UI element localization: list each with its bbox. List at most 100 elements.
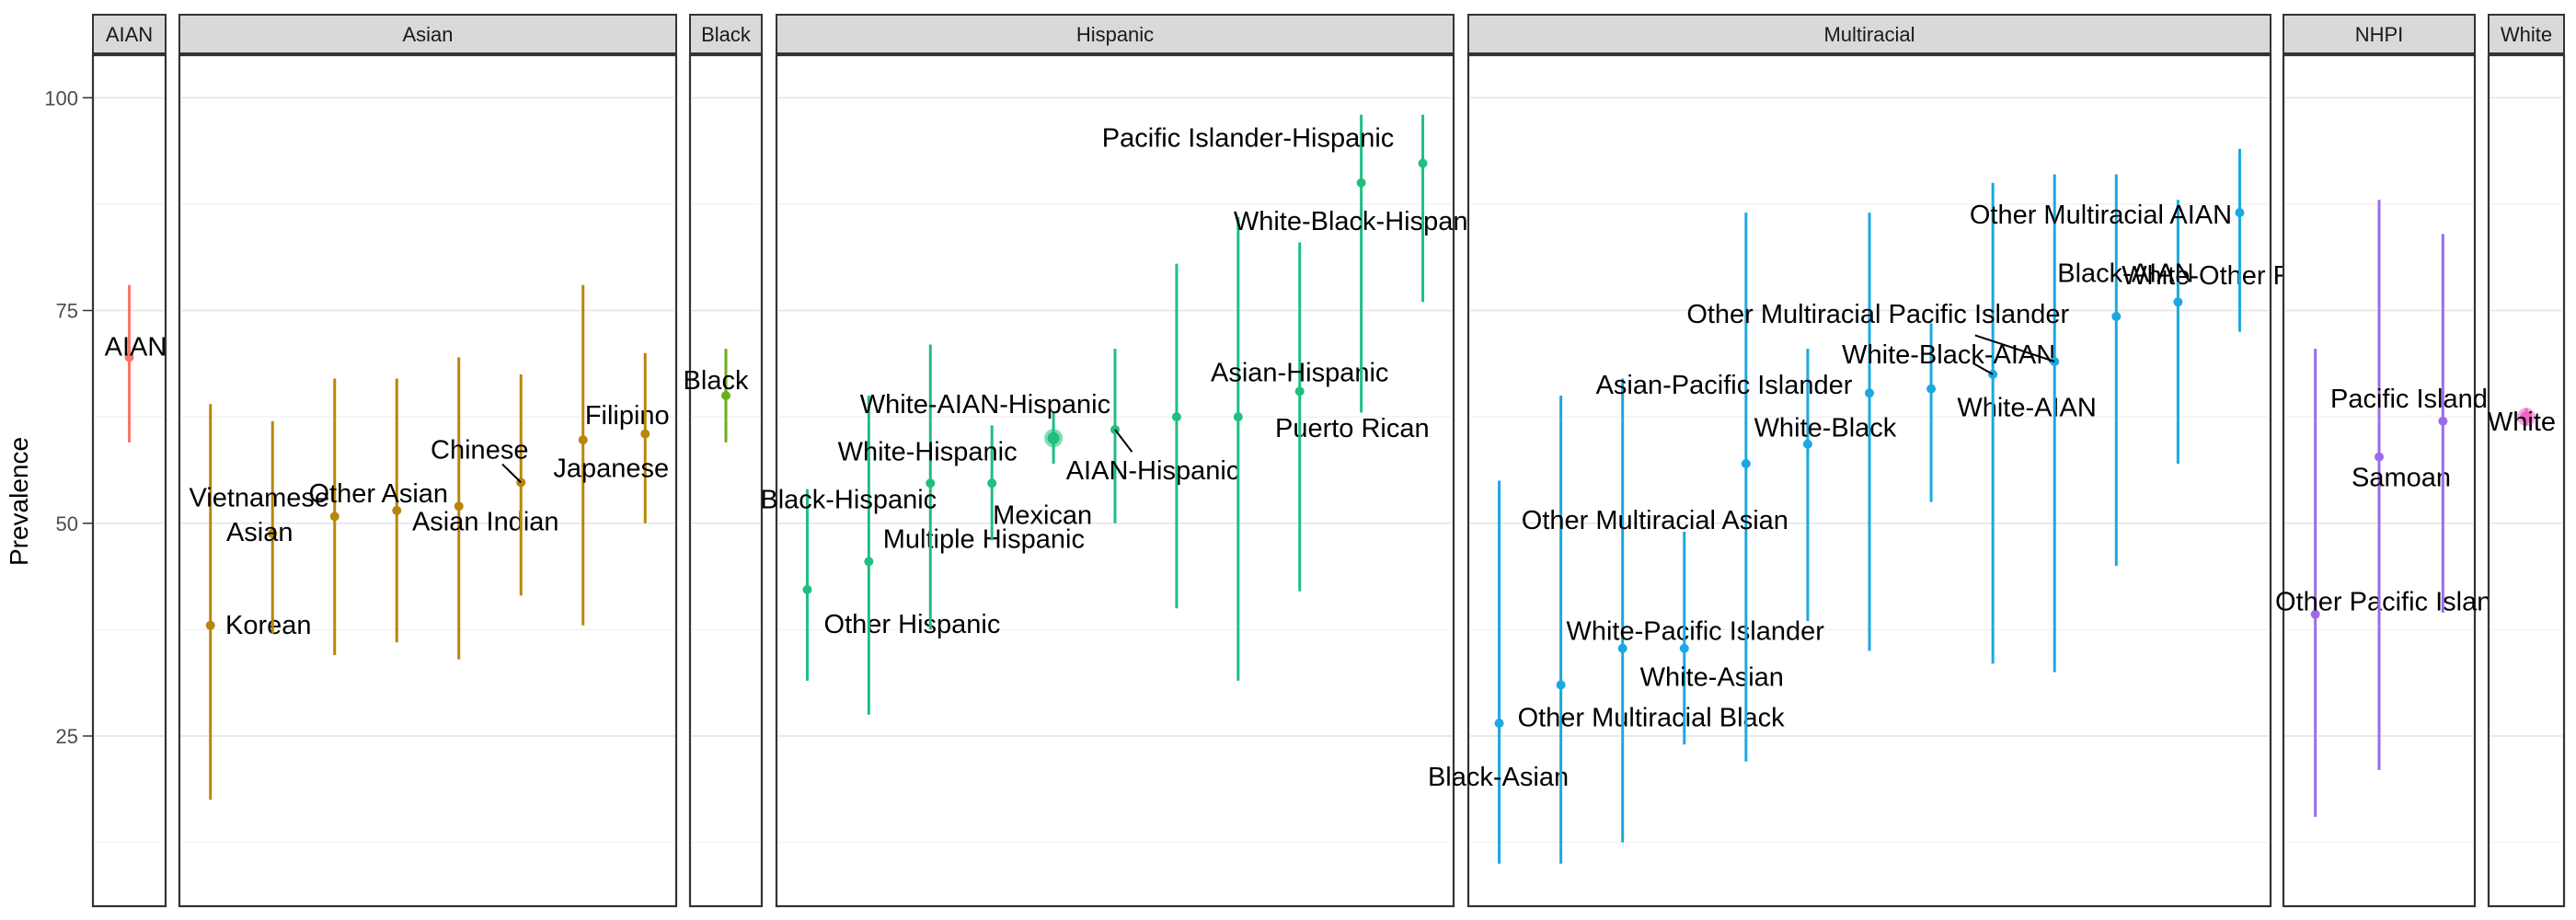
point-label: AIAN — [105, 332, 167, 362]
point-label: White-Pacific Islander — [1566, 617, 1824, 647]
data-point — [640, 429, 650, 439]
facet-multiracial: Multiracial Black-Asian Other Multiracial … — [1428, 14, 2335, 908]
data-point — [2375, 452, 2384, 462]
facet-hispanic: Hispanic Other Hispanic Multiple Hispanic B… — [760, 14, 1488, 908]
point-label: Samoan — [2352, 464, 2451, 493]
facet-panel — [91, 53, 167, 908]
facet-white: White White — [2487, 14, 2566, 908]
y-tick-label: 50 — [56, 512, 78, 535]
point-label: White-AIAN-Hispanic — [860, 390, 1110, 420]
point-label: AIAN-Hispanic — [1066, 456, 1240, 486]
data-point — [1356, 178, 1366, 188]
data-point — [2111, 311, 2122, 321]
label-leader-line — [1974, 334, 2055, 362]
data-point — [1865, 388, 1874, 398]
point-label: Other Asian — [308, 479, 448, 509]
point-label: Other Multiracial Black — [1518, 704, 1786, 733]
facet-strip — [2283, 14, 2476, 54]
data-point — [1171, 412, 1181, 422]
point-label: Puerto Rican — [1275, 414, 1430, 443]
facet-strip — [2488, 14, 2565, 54]
data-point — [205, 620, 215, 630]
data-point — [1233, 412, 1243, 422]
data-point — [1926, 384, 1937, 394]
facet-panel — [178, 53, 678, 908]
point-label: Black — [684, 366, 749, 396]
point-label: Japanese — [553, 454, 669, 484]
y-tick-label: 25 — [56, 725, 78, 748]
data-point — [1617, 643, 1627, 653]
point-label: Black-Hispanic — [760, 485, 937, 514]
facet-strip — [92, 14, 167, 54]
facet-panel — [2487, 53, 2566, 908]
point-label: Asian — [226, 518, 293, 547]
point-label: Other Multiracial AIAN — [1970, 201, 2232, 230]
data-point — [2235, 208, 2245, 218]
data-point — [802, 584, 812, 594]
data-point — [721, 391, 730, 400]
label-leader-line — [1114, 429, 1133, 453]
data-point — [2173, 297, 2183, 307]
facet-strip — [178, 14, 677, 54]
data-point — [1802, 439, 1812, 449]
data-point — [2520, 410, 2533, 423]
data-point — [329, 512, 339, 522]
point-label: Vietnamese — [189, 483, 329, 512]
facet-strip-label: Black — [701, 23, 752, 46]
data-point — [1047, 431, 1060, 444]
point-label: Filipino — [585, 401, 670, 431]
point-label: White-Black-Hispanic — [1234, 207, 1488, 236]
point-label: White-Asian — [1640, 663, 1784, 693]
facet-strip — [689, 14, 763, 54]
facet-strip-label: Hispanic — [1076, 23, 1154, 46]
point-label: Multiple Hispanic — [883, 524, 1085, 554]
facet-aian: AIAN AIAN — [91, 14, 167, 908]
point-label: Korean — [225, 611, 312, 640]
data-point — [392, 505, 402, 515]
data-point — [268, 528, 278, 538]
data-point — [987, 478, 997, 489]
point-label: White-AIAN — [1957, 394, 2096, 423]
data-point — [1679, 643, 1689, 653]
data-point — [454, 501, 464, 512]
facet-strip-label: AIAN — [106, 23, 153, 46]
point-label: Pacific Islander — [2330, 385, 2512, 414]
data-point — [1418, 158, 1428, 168]
facet-strip-label: Multiracial — [1823, 23, 1915, 46]
point-label: Other Multiracial Pacific Islander — [1686, 300, 2069, 329]
facet-strip-label: White — [2501, 23, 2552, 46]
point-label: Asian-Hispanic — [1211, 358, 1388, 387]
point-label: Black-Asian — [1428, 763, 1569, 792]
point-label: Other Multiracial Asian — [1522, 506, 1788, 535]
data-point — [2310, 609, 2320, 619]
y-axis-title: Prevalence — [5, 437, 33, 566]
point-label: White — [2488, 408, 2556, 437]
point-label: Asian Indian — [412, 507, 559, 536]
facet-strip — [1467, 14, 2271, 54]
data-point — [1741, 459, 1751, 468]
y-axis: 25 50 75 100 — [44, 86, 92, 748]
point-label: White-Black — [1754, 414, 1897, 443]
data-point — [124, 352, 134, 362]
data-point — [578, 435, 588, 445]
data-point — [1294, 386, 1305, 397]
point-label: Asian-Pacific Islander — [1596, 371, 1853, 400]
data-point — [1556, 680, 1566, 690]
label-leader-line — [1972, 362, 1994, 375]
facet-strip — [776, 14, 1455, 54]
point-label: Other Hispanic — [824, 610, 1001, 639]
data-point — [1494, 719, 1504, 729]
point-label: Chinese — [431, 435, 528, 465]
facet-strip-label: NHPI — [2355, 23, 2404, 46]
facet-panel — [688, 53, 764, 908]
point-label: White-Hispanic — [838, 437, 1018, 466]
label-leader-line — [501, 463, 522, 484]
point-label: Pacific Islander-Hispanic — [1102, 123, 1395, 153]
facet-black: Black Black — [684, 14, 764, 908]
point-label: White-Black-AIAN — [1842, 340, 2055, 370]
data-point — [926, 478, 936, 489]
point-label: Mexican — [993, 500, 1092, 530]
data-point — [864, 557, 874, 567]
y-tick-label: 75 — [56, 300, 78, 323]
